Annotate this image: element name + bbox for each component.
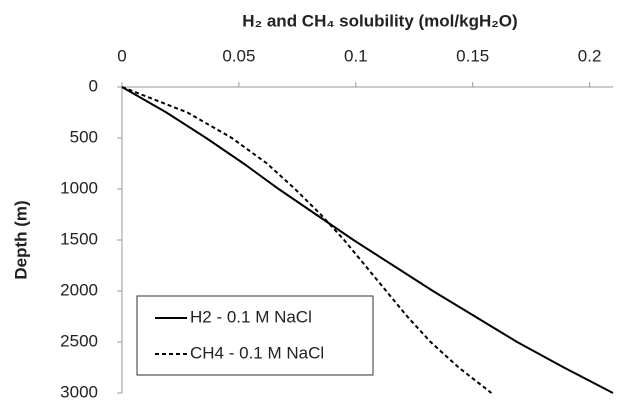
x-tick-label: 0.1	[344, 46, 368, 65]
y-tick-label: 1500	[60, 229, 98, 248]
y-tick-label: 2000	[60, 280, 98, 299]
chart-title: H₂ and CH₄ solubility (mol/kgH₂O)	[242, 11, 517, 30]
x-tick-label: 0	[117, 46, 126, 65]
x-tick-label: 0.15	[456, 46, 489, 65]
data-line	[121, 86, 493, 394]
y-tick-label: 500	[70, 127, 98, 146]
x-tick-label: 0.05	[222, 46, 255, 65]
y-axis-label: Depth (m)	[11, 200, 30, 279]
x-tick-label: 0.2	[578, 46, 602, 65]
legend-box	[136, 295, 374, 376]
legend-label: H2 - 0.1 M NaCl	[190, 307, 312, 326]
y-tick-label: 0	[89, 76, 98, 95]
legend: H2 - 0.1 M NaCl CH4 - 0.1 M NaCl	[136, 295, 374, 376]
y-tick-label: 3000	[60, 382, 98, 401]
data-line	[121, 86, 614, 394]
y-tick-label: 1000	[60, 178, 98, 197]
legend-label: CH4 - 0.1 M NaCl	[190, 343, 324, 362]
y-tick-label: 2500	[60, 331, 98, 350]
